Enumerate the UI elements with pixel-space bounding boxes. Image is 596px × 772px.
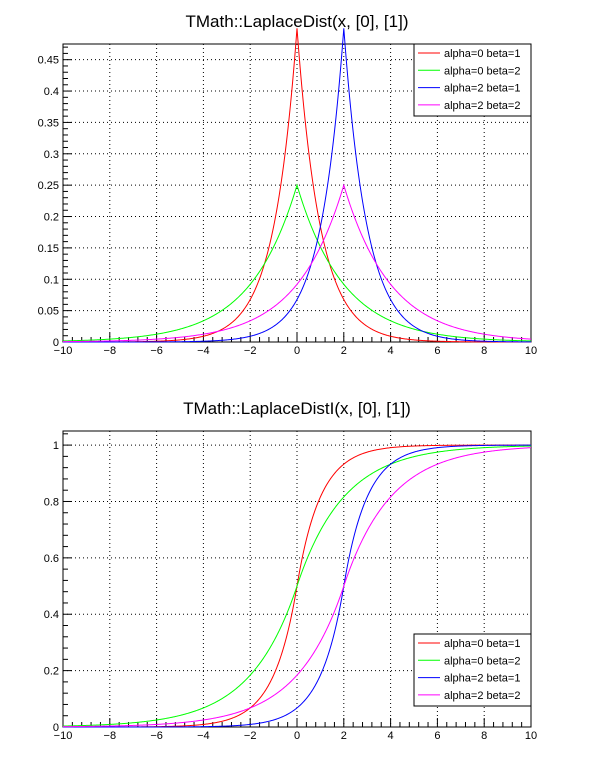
chart-title: TMath::LaplaceDist(x, [0], [1]) (186, 12, 409, 31)
chart-title: TMath::LaplaceDistI(x, [0], [1]) (183, 399, 411, 418)
x-tick-label: 4 (388, 730, 394, 742)
series-line-4 (62, 183, 532, 343)
x-tick-label: 8 (481, 730, 487, 742)
x-tick-label: −4 (197, 345, 210, 357)
x-tick-label: 2 (341, 730, 347, 742)
x-tick-label: −2 (244, 345, 257, 357)
y-tick-label: 0.4 (44, 609, 59, 621)
y-tick-label: 0.25 (38, 180, 59, 192)
series-line-3 (63, 28, 531, 343)
y-tick-label: 0.2 (44, 666, 59, 678)
y-tick-label: 0 (53, 337, 59, 349)
x-tick-label: 4 (388, 345, 394, 357)
x-tick-label: −8 (104, 730, 117, 742)
legend-box (413, 43, 532, 117)
legend: alpha=0 beta=1 alpha=0 beta=2 alpha=2 beta… (413, 633, 532, 707)
y-tick-label: 0 (53, 722, 59, 734)
chart-panel-1: TMath::LaplaceDist(x, [0], [1])−10 −8 −6 −4… (38, 12, 538, 357)
y-tick-label: 0.35 (38, 117, 59, 129)
y-tick-label: 0.45 (38, 55, 59, 67)
y-tick-label: 0.15 (38, 243, 59, 255)
series-line-2 (62, 183, 532, 342)
series-line-4 (62, 447, 532, 728)
y-tick-label: 0.1 (44, 274, 59, 286)
x-tick-label: 10 (525, 345, 537, 357)
legend-label: alpha=0 beta=1 (444, 638, 520, 650)
legend-label: alpha=0 beta=1 (444, 48, 520, 60)
x-tick-label: 2 (341, 345, 347, 357)
y-tick-label: 0.6 (44, 553, 59, 565)
x-tick-label: −10 (54, 730, 73, 742)
legend-label: alpha=0 beta=2 (444, 655, 520, 667)
x-tick-label: 6 (434, 345, 440, 357)
y-tick-label: 0.05 (38, 306, 59, 318)
x-tick-label: 0 (294, 730, 300, 742)
x-tick-label: 0 (294, 345, 300, 357)
y-tick-label: 0.2 (44, 212, 59, 224)
legend-label: alpha=2 beta=2 (444, 100, 520, 112)
x-tick-label: 10 (525, 730, 537, 742)
x-tick-label: −6 (150, 730, 163, 742)
y-tick-label: 0.3 (44, 149, 59, 161)
x-tick-label: −2 (244, 730, 257, 742)
x-tick-label: −8 (104, 345, 117, 357)
legend: alpha=0 beta=1 alpha=0 beta=2 alpha=2 beta… (413, 43, 532, 117)
y-tick-label: 0.8 (44, 496, 59, 508)
series-line-2 (62, 445, 532, 727)
legend-label: alpha=2 beta=1 (444, 83, 520, 95)
legend-label: alpha=2 beta=1 (444, 673, 520, 685)
legend-box (413, 633, 532, 707)
x-tick-label: −6 (150, 345, 163, 357)
series-line-3 (63, 444, 531, 728)
x-tick-label: 8 (481, 345, 487, 357)
y-tick-label: 0.4 (44, 86, 59, 98)
x-tick-label: −4 (197, 730, 210, 742)
chart-panel-2: TMath::LaplaceDistI(x, [0], [1])−10 −8 −6 −… (44, 399, 537, 742)
y-tick-label: 1 (53, 440, 59, 452)
x-tick-label: −10 (54, 345, 73, 357)
legend-label: alpha=2 beta=2 (444, 690, 520, 702)
x-tick-label: 6 (434, 730, 440, 742)
legend-label: alpha=0 beta=2 (444, 65, 520, 77)
